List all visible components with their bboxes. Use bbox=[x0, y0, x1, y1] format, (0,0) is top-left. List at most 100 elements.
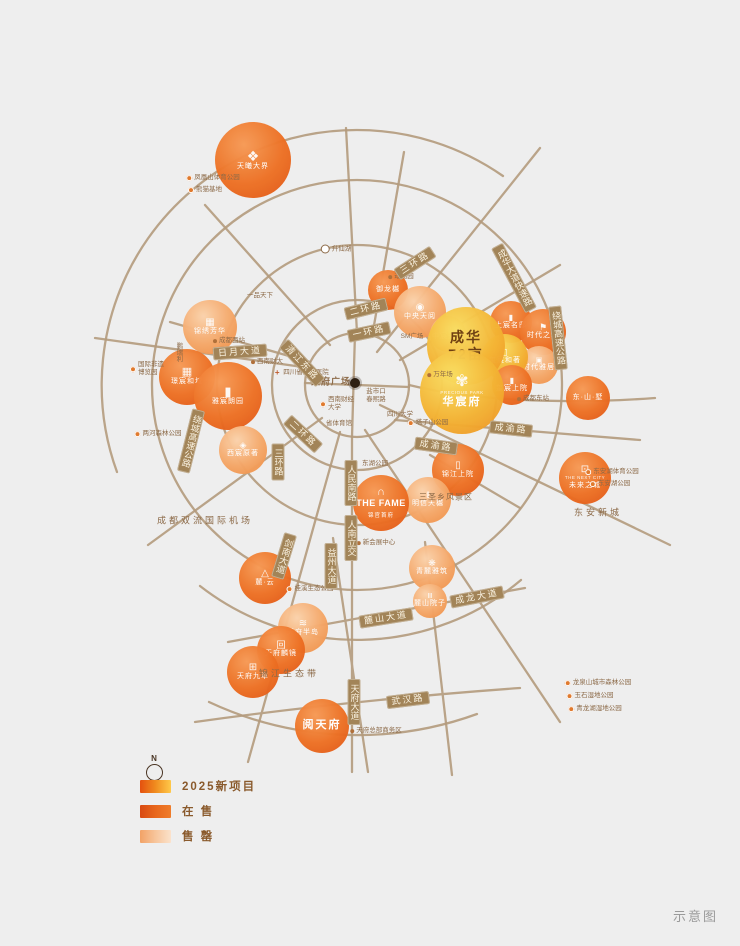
project-circle[interactable]: Ⅲ 麓山院子 bbox=[413, 584, 447, 618]
poi-text: 省体育馆 bbox=[326, 420, 352, 428]
area-label: 天府广场 bbox=[310, 376, 352, 387]
project-circle[interactable]: ∩ THE FAME 锦官首府 bbox=[353, 475, 409, 531]
park-icon bbox=[564, 679, 571, 686]
project-name: 未来之城 bbox=[569, 481, 601, 489]
poi-label: 东安湖体育公园 bbox=[585, 468, 639, 476]
poi-label: 东安湖公园 bbox=[589, 480, 631, 488]
project-circle[interactable]: ◈ 西宸原著 bbox=[219, 426, 267, 474]
poi-label: 塔子山公园 bbox=[407, 419, 448, 427]
poi-label: 一品天下 bbox=[247, 292, 273, 300]
poi-text: 东安湖体育公园 bbox=[593, 468, 639, 476]
project-name: 西宸原著 bbox=[227, 450, 259, 458]
dot-icon bbox=[213, 338, 217, 343]
poi-text: 凤凰山体育公园 bbox=[194, 174, 240, 182]
project-name: 玺宸和著 bbox=[489, 357, 521, 365]
project-name: 天府九章 bbox=[237, 672, 269, 680]
project-name: 璟宸和域 bbox=[171, 378, 203, 386]
project-logo-icon: ❋ bbox=[428, 558, 436, 569]
area-label: 东安新城 bbox=[573, 507, 623, 518]
project-name: 时代雅居 bbox=[523, 364, 555, 372]
poi-label: 龙泉山城市森林公园 bbox=[564, 679, 632, 687]
dot-icon bbox=[350, 728, 355, 733]
poi-label: 天府总部商务区 bbox=[350, 727, 402, 735]
project-logo-icon: ▯ bbox=[502, 347, 508, 358]
poi-text: 东安湖公园 bbox=[597, 480, 631, 488]
poi-text: 青龙湖湿地公园 bbox=[576, 705, 622, 713]
poi-text: 龙泉山城市森林公园 bbox=[572, 679, 632, 687]
poi-label: 万年场 bbox=[427, 371, 453, 379]
poi-text: 熊猫基地 bbox=[196, 186, 222, 194]
compass-north-label: N bbox=[151, 754, 157, 763]
project-logo-icon: ▣ bbox=[535, 357, 543, 365]
road-plaque: 人民南路 bbox=[344, 460, 358, 506]
poi-label: 玉石湿地公园 bbox=[566, 692, 614, 700]
project-circle[interactable]: ▦ 锦绣芳华 bbox=[183, 300, 237, 354]
poi-text: 万年场 bbox=[433, 371, 453, 379]
project-name: 御龙樾 bbox=[376, 285, 400, 293]
dot-icon bbox=[517, 396, 521, 401]
poi-label: 西南财大 bbox=[251, 358, 283, 366]
project-name: 天曦大界 bbox=[237, 162, 269, 170]
project-name: THE FAME bbox=[356, 498, 406, 509]
dot-icon bbox=[388, 274, 393, 279]
legend-item: 在 售 bbox=[140, 803, 256, 819]
poi-text: 鹏瑞利 bbox=[174, 342, 182, 362]
legend-item: 2025新项目 bbox=[140, 778, 256, 794]
park-icon bbox=[407, 419, 414, 426]
park-icon bbox=[320, 401, 326, 407]
project-logo-icon: ≋ bbox=[298, 617, 308, 629]
poi-label: 省体育馆 bbox=[326, 420, 352, 428]
project-name: 青麓雅筑 bbox=[416, 568, 448, 576]
project-name: 天府半岛 bbox=[287, 628, 319, 636]
project-name: 玺宸上院 bbox=[496, 384, 528, 392]
project-logo-icon: ◈ bbox=[239, 440, 247, 451]
road-plaque: 益州大道 bbox=[324, 543, 338, 589]
project-name-en: PRECIOUS PARK bbox=[440, 389, 484, 395]
park-icon bbox=[286, 585, 293, 592]
park-icon bbox=[188, 186, 194, 193]
legend-label: 售 罄 bbox=[182, 831, 215, 843]
project-circle[interactable]: ⊞ 天府九章 bbox=[227, 646, 279, 698]
poi-label: 西南财经 大学 bbox=[320, 396, 354, 412]
project-circle[interactable]: 阅天府 bbox=[295, 699, 349, 753]
poi-label: 凤凰山体育公园 bbox=[186, 174, 240, 182]
poi-text: 成都西站 bbox=[219, 337, 245, 345]
project-circle[interactable]: ‖ 明信天樾 bbox=[405, 477, 451, 523]
project-name: 中央天阅 bbox=[404, 312, 436, 320]
project-logo-icon: Ⅲ bbox=[427, 593, 433, 601]
project-name: 时代之城 bbox=[527, 332, 559, 340]
dot-icon bbox=[251, 359, 255, 364]
project-logo-icon: ▮ bbox=[508, 312, 514, 322]
metro-icon bbox=[320, 244, 330, 254]
dot-icon bbox=[427, 372, 432, 377]
road-plaque: 天府大道 bbox=[347, 679, 361, 725]
project-circle[interactable]: ❋ 青麓雅筑 bbox=[409, 545, 455, 591]
project-circle[interactable]: ❖ 天曦大界 bbox=[215, 122, 291, 198]
project-logo-icon: ✾ bbox=[455, 372, 469, 390]
poi-label: 鹏瑞利 bbox=[174, 342, 182, 362]
project-logo-icon: ▮ bbox=[224, 384, 232, 400]
project-logo-icon: ‖ bbox=[426, 490, 430, 501]
hospital-icon: + bbox=[274, 368, 280, 377]
legend-item: 售 罄 bbox=[140, 828, 256, 844]
project-name: 麓·云 bbox=[255, 578, 275, 586]
project-logo-icon: ⊡ bbox=[581, 465, 589, 475]
poi-text: 升仙湖 bbox=[331, 245, 352, 253]
project-circle[interactable]: ✾ PRECIOUS PARK 华宸府 bbox=[420, 350, 504, 434]
project-name: 上宸名邸 bbox=[495, 321, 527, 329]
poi-text: SM广场 bbox=[400, 333, 424, 341]
project-name: 天府麟镜 bbox=[265, 650, 297, 658]
poi-text: 国际非遗 博览园 bbox=[138, 361, 164, 376]
poi-label: 成都东站 bbox=[517, 395, 549, 403]
poi-text: 西南财大 bbox=[257, 358, 283, 366]
project-name: 华宸府 bbox=[442, 396, 482, 409]
caption: 示意图 bbox=[672, 909, 718, 924]
tianfu-square-dot bbox=[350, 378, 360, 388]
poi-label: 东湖公园 bbox=[362, 460, 388, 468]
project-logo-icon: 回 bbox=[276, 640, 286, 651]
project-circle[interactable]: ▮ 雅宸朗园 bbox=[194, 362, 262, 430]
poi-label: 四川大学 bbox=[387, 411, 413, 419]
project-circle[interactable]: 东·山·墅 bbox=[566, 376, 610, 420]
